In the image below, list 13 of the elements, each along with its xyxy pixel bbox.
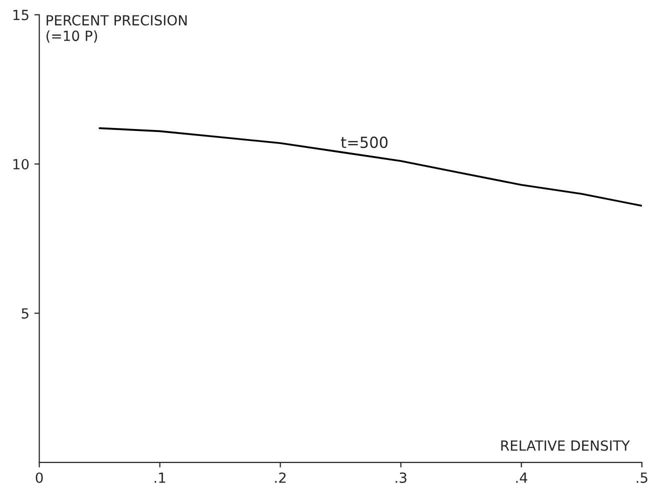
x-tick-label: .4 (516, 472, 528, 483)
x-tick-label: .1 (154, 472, 166, 483)
y-tick-label: 15 (13, 10, 28, 20)
x-tick-label: 0 (36, 472, 43, 483)
y-tick-label: 10 (13, 158, 29, 170)
x-tick-label: .5 (636, 472, 648, 483)
x-tick-label: .3 (396, 472, 406, 483)
y-axis-title: PERCENT PRECISION (=10 P) (46, 15, 187, 43)
line-series (98, 127, 642, 207)
x-axis-title: RELATIVE DENSITY (501, 440, 630, 451)
y-tick-label: 5 (22, 308, 28, 319)
x-tick-label: .2 (275, 472, 286, 483)
annotation: t=500 (341, 136, 388, 148)
